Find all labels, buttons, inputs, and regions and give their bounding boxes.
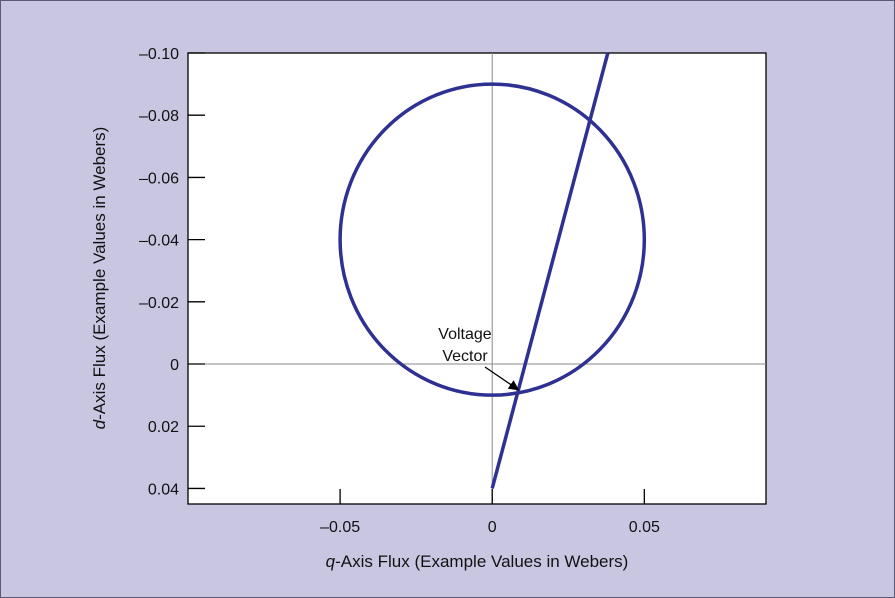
- reference-lines: [188, 53, 766, 504]
- y-tick-label: –0.06: [139, 170, 179, 187]
- x-axis-title: q-Axis Flux (Example Values in Webers): [326, 552, 629, 571]
- y-tick-label: 0.04: [148, 481, 179, 498]
- y-tick-label: –0.04: [139, 233, 179, 250]
- y-tick-label: 0: [170, 357, 179, 374]
- y-tick-label: 0.02: [148, 419, 179, 436]
- x-tick-label: 0.05: [629, 519, 660, 536]
- flux-circle: [338, 82, 647, 397]
- x-tick-label: –0.05: [320, 519, 360, 536]
- y-tick-label: –0.10: [139, 46, 179, 63]
- annotation-line: Voltage: [438, 326, 491, 343]
- x-axis-ticks: –0.05 0 0.05: [320, 489, 660, 536]
- y-tick-label: –0.02: [139, 295, 179, 312]
- annotation-arrow: [484, 366, 520, 391]
- plot-area: [187, 52, 767, 505]
- x-tick-label: 0: [488, 519, 497, 536]
- y-tick-label: –0.08: [139, 108, 179, 125]
- annotation-layer: Voltage Vector: [438, 326, 520, 391]
- voltage-vector-line: [490, 52, 610, 489]
- annotation-line: Vector: [442, 348, 488, 365]
- series-layer: [338, 52, 647, 489]
- y-axis-title: d-Axis Flux (Example Values in Webers): [90, 127, 109, 430]
- voltage-vector-annotation: Voltage Vector: [438, 326, 491, 365]
- y-axis-ticks: –0.10 –0.08 –0.06 –0.04 –0.02 0 0.02 0.04: [139, 46, 205, 498]
